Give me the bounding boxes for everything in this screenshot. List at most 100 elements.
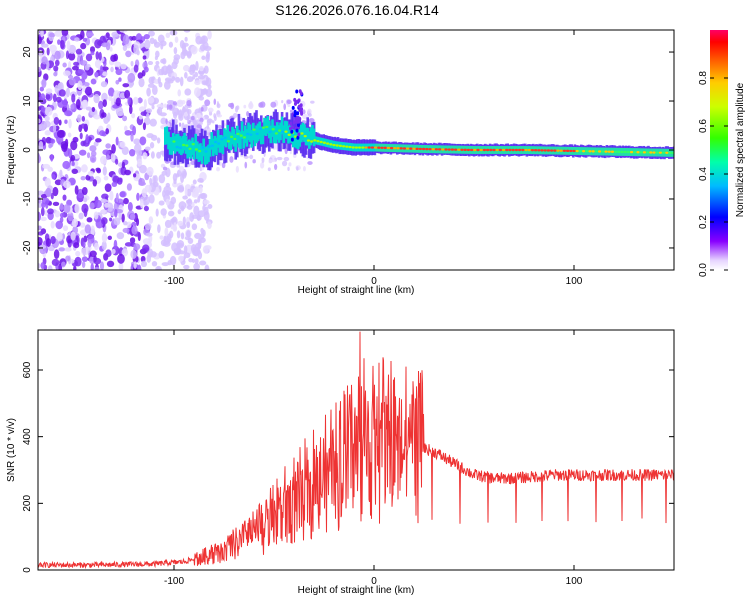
spectrogram-x-axis: -100 0 100 — [164, 30, 583, 287]
spectrogram-band-mid — [240, 121, 244, 140]
spectrogram-band-core — [278, 129, 282, 132]
spectrogram-noise-cell — [180, 205, 185, 212]
spectrogram-spur-cell — [298, 116, 302, 121]
snr-y-tick-label: 400 — [22, 428, 33, 445]
spectrogram-band-mid — [180, 137, 183, 156]
spectrogram-band-outer — [223, 132, 226, 164]
spectrogram-band-mid — [309, 127, 313, 146]
spectrogram-band-core — [239, 134, 243, 137]
spectrogram-scatter-cell — [287, 166, 290, 171]
spectrogram-noise-cell — [38, 66, 42, 73]
spectrogram-band-core — [530, 148, 535, 152]
spectrogram-band-core — [207, 145, 211, 148]
spectrogram-noise-cell — [192, 179, 197, 185]
spectrogram-scatter-cell — [217, 124, 223, 129]
spectrogram-noise-cell — [199, 44, 206, 52]
spectrogram-noise-cell — [93, 141, 99, 147]
spectrogram-noise-cell — [162, 58, 167, 65]
spectrogram-scatter-cell — [216, 167, 220, 172]
spectrogram-noise-cell — [59, 202, 64, 211]
spectrogram-band-core — [578, 149, 583, 153]
spectrogram-noise-cell — [44, 106, 53, 116]
spectrogram-noise-cell — [197, 251, 203, 260]
spectrogram-noise-cell — [81, 261, 86, 269]
spectrogram-band-core — [556, 149, 560, 152]
spectrogram-noise-cell — [70, 154, 76, 162]
spectrogram-noise-cell — [93, 211, 99, 220]
spectrogram-noise-cell — [63, 204, 71, 214]
spectrogram-noise-cell — [187, 198, 193, 207]
spectrogram-noise-cell — [45, 238, 52, 247]
spectrogram-noise-cell — [202, 245, 209, 254]
spectrogram-noise-cell — [139, 136, 147, 146]
spectrogram-noise-cell — [85, 133, 89, 144]
spectrogram-scatter-cell — [283, 156, 290, 162]
spectrogram-noise-cell — [149, 177, 153, 185]
spectrogram-band-mid — [266, 116, 269, 134]
spectrogram-noise-cell — [177, 220, 184, 227]
spectrogram-noise-cell — [168, 230, 174, 239]
spectrogram-noise-cell — [184, 36, 188, 42]
spectrogram-spur-cell — [297, 132, 301, 137]
spectrogram-noise-cell — [115, 158, 119, 165]
spectrogram-noise-cell — [175, 76, 181, 83]
spectrogram-noise-cell — [58, 89, 66, 97]
spectrogram-noise-cell — [44, 177, 51, 188]
spectrogram-scatter-cell — [248, 102, 254, 110]
spectrogram-noise-cell — [82, 85, 86, 92]
spectrogram-noise-cell — [148, 216, 154, 224]
snr-panel: -100 0 100 0 200 400 600 Height of straight l… — [6, 329, 675, 596]
spectrogram-noise-cell — [50, 138, 56, 144]
spectrogram-noise-cell — [172, 181, 178, 188]
spectrogram-noise-cell — [195, 35, 203, 45]
spectrogram-noise-cell — [119, 30, 128, 33]
spectrogram-noise-cell — [64, 119, 68, 124]
spectrogram-noise-cell — [95, 51, 100, 60]
spectrogram-spur-cell — [295, 89, 299, 94]
spectrogram-noise-cell — [170, 218, 177, 223]
spectrogram-band-core — [230, 135, 234, 139]
spectrogram-noise-cell — [81, 186, 88, 196]
spectrogram-noise-cell — [48, 143, 53, 149]
spectrogram-noise-cell — [40, 194, 48, 199]
spectrogram-noise-cell — [83, 235, 88, 243]
spectrogram-noise-cell — [62, 225, 69, 232]
spectrogram-noise-cell — [38, 225, 42, 231]
spectrogram-band-mid — [210, 132, 213, 150]
spectrogram-band-core — [223, 136, 227, 139]
spectrogram-band-mid — [192, 141, 196, 160]
spectrogram-noise-cell — [115, 68, 123, 76]
spectrogram-scatter-cell — [252, 159, 256, 164]
spectrogram-noise-cell — [38, 49, 43, 58]
spectrogram-band-core — [572, 149, 576, 153]
spectrogram-noise-cell — [200, 88, 209, 95]
spectrogram-noise-cell — [188, 257, 194, 263]
spectrogram-noise-cell — [94, 59, 101, 69]
snr-y-tick-label: 200 — [22, 495, 33, 512]
spectrogram-noise-cell — [101, 209, 106, 215]
spectrogram-band-core — [492, 148, 496, 152]
spectrogram-noise-cell — [44, 115, 51, 122]
spectrogram-noise-cell — [71, 65, 79, 71]
spectrogram-noise-cell — [93, 257, 102, 265]
spectrogram-noise-cell — [111, 31, 120, 38]
spectrogram-noise-cell — [41, 78, 47, 89]
snr-y-tick-label: 600 — [22, 361, 33, 378]
spectrogram-band-core — [550, 149, 554, 152]
spectrogram-scatter-cell — [186, 108, 192, 115]
spectrogram-noise-cell — [153, 41, 161, 48]
spectrogram-band-core — [191, 143, 195, 146]
spectrogram-noise-cell — [186, 221, 191, 229]
spectrogram-noise-cell — [143, 117, 151, 126]
spectrogram-noise-cell — [89, 46, 96, 53]
spectrogram-scatter-cell — [249, 154, 254, 160]
spectrogram-noise-cell — [203, 199, 210, 205]
colorbar-tick-label: 0.8 — [698, 71, 709, 85]
spectrogram-band-mid — [197, 144, 201, 162]
spectrogram-noise-cell — [115, 97, 121, 107]
spectrogram-scatter-cell — [207, 107, 214, 113]
spectrogram-noise-cell — [73, 242, 80, 249]
spectrogram-spur-cell — [289, 121, 293, 126]
spectrogram-noise-cell — [144, 39, 151, 50]
